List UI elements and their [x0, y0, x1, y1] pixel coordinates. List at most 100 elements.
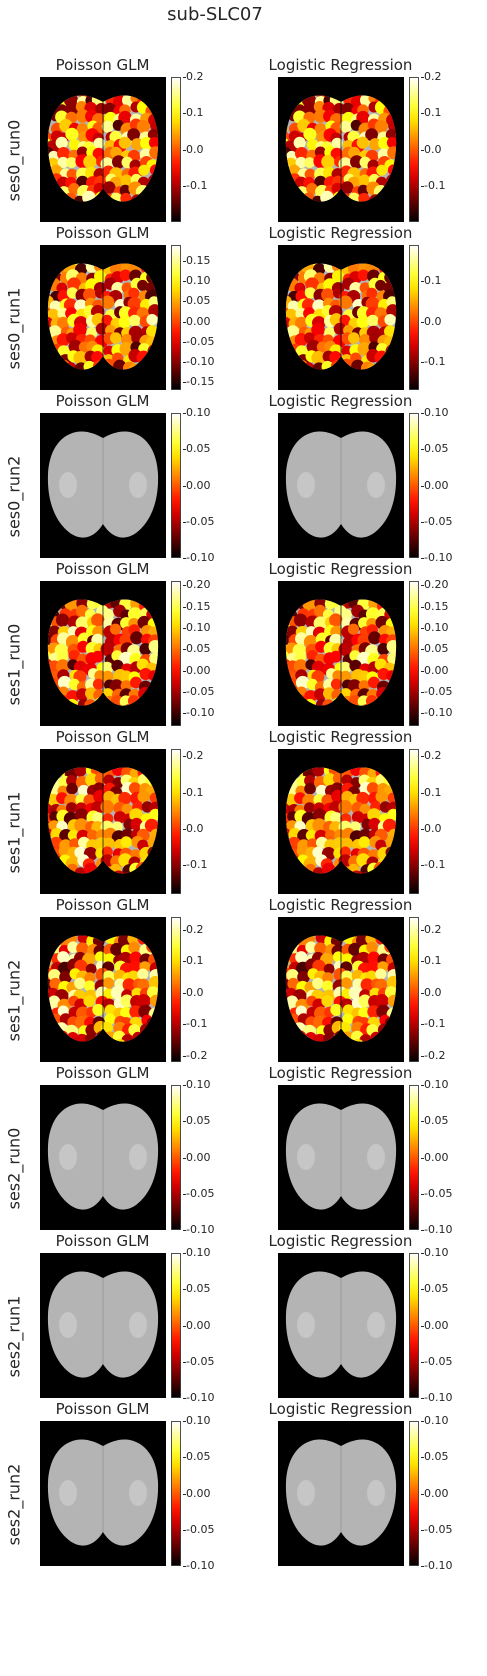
colorbar-tick-label: 0.0 [183, 986, 236, 1000]
parcel [149, 994, 159, 1008]
colorbar-gradient [171, 581, 181, 726]
parcel [111, 659, 124, 672]
parcel [110, 942, 124, 956]
colorbar-tick-label: 0.1 [421, 786, 474, 800]
map-panel: Poisson GLM 0.10 0.05 0.00 -0.05 -0.10 [40, 1399, 214, 1574]
anatomy-left [297, 1312, 315, 1338]
colorbar-axis: 0.1 0.0 -0.1 [421, 245, 474, 390]
parcel [356, 315, 370, 329]
colorbar-tick-label: 0.15 [421, 600, 474, 614]
map-panel: Logistic Regression 0.10 0.05 0.00 -0.05 -0.1… [269, 1399, 453, 1574]
parcel [331, 137, 343, 149]
anatomy-left [59, 472, 77, 498]
parcel [367, 808, 382, 822]
row-label: ses2_run2 [4, 1432, 24, 1577]
panel-title: Poisson GLM [55, 1064, 150, 1082]
parcel [375, 968, 387, 980]
parcel [295, 316, 308, 330]
parcel [368, 817, 381, 831]
parcel [386, 975, 397, 990]
parcel [67, 830, 79, 841]
parcel [342, 1013, 354, 1025]
row-label-text: ses0_run1 [4, 287, 24, 370]
parcel [85, 963, 97, 975]
colorbar-tick-label: 0.10 [421, 406, 474, 420]
brain-map [40, 1421, 166, 1566]
anatomy-left [59, 1144, 77, 1170]
parcel [119, 651, 133, 666]
colorbar-tick-label: -0.10 [421, 551, 474, 565]
panel-title: Poisson GLM [55, 896, 150, 914]
parcel [357, 184, 369, 196]
colorbar-tick-label: 0.1 [183, 106, 236, 120]
colorbar-tick-label: -0.1 [421, 1017, 474, 1031]
colorbar-tick-label: -0.10 [421, 706, 474, 720]
figure-row: ses2_run2 Poisson GLM 0.10 0.05 0.00 -0.05 -0.… [0, 1399, 487, 1574]
colorbar-axis: 0.10 0.05 0.00 -0.05 -0.10 [183, 1246, 236, 1404]
colorbar-tick-label: 0.10 [183, 406, 236, 420]
parcel [139, 643, 152, 656]
colorbar-gradient [171, 1253, 181, 1398]
parcel [304, 287, 317, 299]
colorbar-tick-label: 0.2 [421, 923, 474, 937]
parcel [285, 803, 291, 816]
parcel [356, 110, 370, 125]
brain-map [278, 917, 404, 1062]
colorbar-tick-label: 0.0 [421, 822, 474, 836]
parcel [109, 623, 122, 635]
parcel [357, 269, 370, 281]
brain-map [40, 1085, 166, 1230]
row-label-text: ses2_run1 [4, 1295, 24, 1378]
colorbar [171, 413, 181, 558]
colorbar-tick-label: 0.2 [421, 749, 474, 763]
panel-title: Poisson GLM [55, 728, 150, 746]
colorbar [171, 749, 181, 894]
parcel [118, 136, 131, 149]
colorbar-gradient [171, 245, 181, 390]
colorbar [409, 245, 419, 390]
parcel [368, 631, 382, 645]
parcel [130, 817, 143, 831]
parcel [130, 631, 144, 645]
colorbar-tick-label: -0.1 [421, 355, 474, 369]
parcel [295, 951, 308, 964]
anatomy-right [367, 1480, 385, 1506]
colorbar-tick-label: -0.1 [183, 858, 236, 872]
colorbar-gradient [171, 917, 181, 1062]
parcel [118, 110, 132, 125]
parcel [119, 184, 131, 196]
parcel [330, 1003, 343, 1016]
parcel [127, 297, 142, 311]
colorbar-tick-label: 0.10 [421, 621, 474, 635]
parcel [297, 970, 310, 984]
parcel [386, 136, 397, 149]
parcel [358, 680, 370, 692]
parcel [92, 812, 104, 824]
parcel [74, 977, 86, 989]
parcel [57, 147, 70, 160]
anatomy-right [129, 1480, 147, 1506]
parcel [49, 977, 62, 990]
colorbar-tick-label: -0.05 [183, 1523, 236, 1537]
colorbar-tick-label: -0.10 [183, 706, 236, 720]
parcel [55, 613, 70, 627]
parcel [57, 156, 69, 169]
parcel [103, 774, 115, 786]
parcel [57, 675, 72, 690]
parcel [74, 808, 89, 822]
parcel [304, 168, 316, 180]
parcel [358, 174, 371, 187]
parcel [148, 975, 159, 990]
parcel [93, 137, 105, 149]
colorbar-gradient [171, 77, 181, 222]
parcel [149, 808, 159, 821]
parcel [359, 803, 371, 815]
parcel [127, 607, 142, 622]
brain-map [278, 245, 404, 390]
parcel [55, 659, 70, 674]
parcel [340, 977, 353, 989]
map-panel: Poisson GLM 0.10 0.05 0.00 -0.05 -0.10 [40, 1063, 214, 1238]
parcel [75, 616, 89, 630]
parcel [293, 613, 308, 627]
panel-title: Logistic Regression [268, 728, 413, 746]
